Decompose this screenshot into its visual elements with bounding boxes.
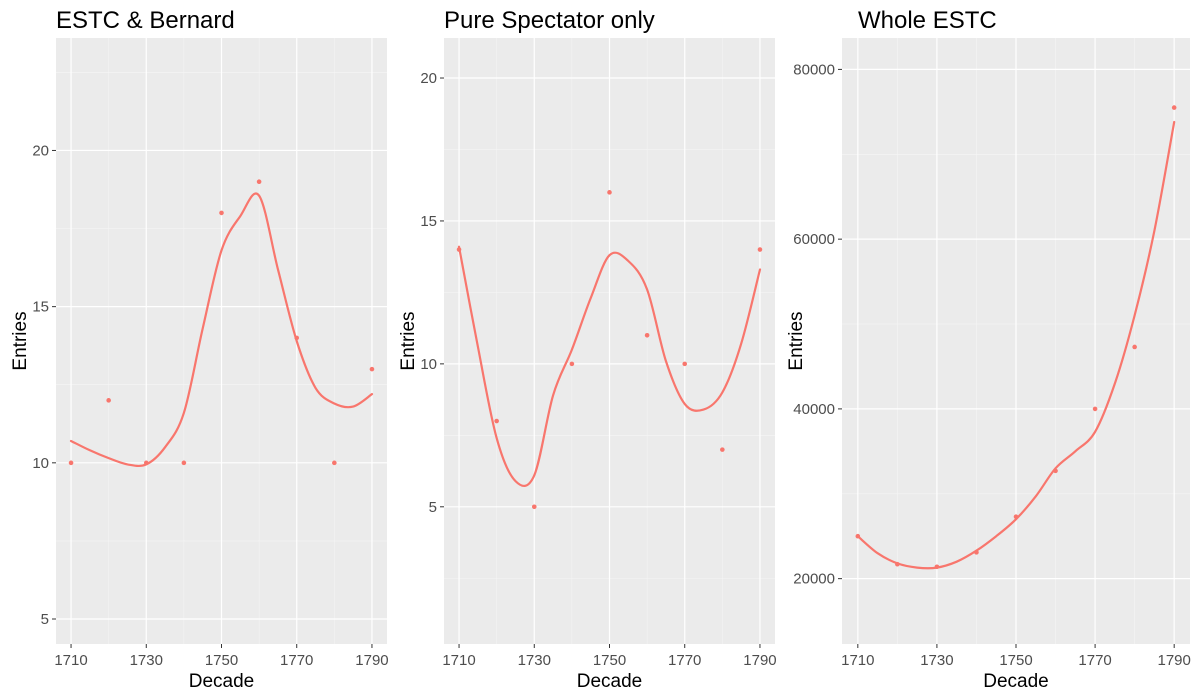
data-point — [68, 460, 74, 466]
data-point — [1132, 344, 1137, 350]
data-point — [895, 561, 900, 567]
y-tick-label: 20000 — [793, 571, 835, 588]
data-point — [757, 247, 763, 252]
y-axis-title: Entries — [786, 311, 807, 370]
data-point — [143, 460, 149, 466]
x-tick-label: 1750 — [593, 652, 626, 669]
x-tick-label: 1790 — [1157, 652, 1190, 669]
data-point — [1013, 514, 1019, 519]
x-tick-label: 1730 — [130, 652, 163, 669]
data-point — [1171, 105, 1177, 110]
x-tick-label: 1710 — [841, 652, 874, 669]
y-tick-label: 40000 — [793, 401, 835, 418]
data-point — [294, 335, 300, 341]
x-tick-label: 1770 — [280, 652, 313, 669]
data-point — [644, 332, 650, 338]
y-tick-label: 15 — [420, 213, 437, 230]
data-point — [219, 210, 224, 216]
data-point — [456, 247, 462, 252]
data-point — [682, 361, 688, 367]
data-point — [607, 190, 612, 195]
smooth-line — [69, 192, 374, 468]
smooth-line — [457, 245, 762, 487]
data-point — [106, 398, 111, 403]
y-tick-label: 20 — [32, 142, 49, 159]
y-tick-label: 5 — [41, 611, 49, 628]
chart-title: ESTC & Bernard — [56, 7, 235, 34]
data-point — [934, 564, 940, 570]
x-tick-label: 1750 — [205, 652, 238, 669]
data-point — [181, 460, 187, 466]
y-axis-title: Entries — [398, 311, 419, 370]
data-point — [1053, 468, 1058, 474]
y-tick-label: 60000 — [793, 231, 835, 248]
x-axis-title: Decade — [189, 671, 255, 692]
x-tick-label: 1770 — [1078, 652, 1111, 669]
chart-panel-1: 1710 1730 1750 1770 1790 5 10 15 20 ESTC & Bernar… — [10, 7, 389, 692]
data-point — [974, 550, 979, 555]
chart-title: Pure Spectator only — [444, 7, 655, 34]
chart-panel-3: 1710 1730 1750 1770 1790 20000 40000 60000 80000… — [786, 7, 1191, 692]
x-tick-label: 1790 — [743, 652, 776, 669]
x-axis-title: Decade — [577, 671, 643, 692]
y-tick-label: 20 — [420, 70, 437, 87]
data-point — [720, 447, 725, 452]
data-point — [494, 418, 499, 424]
y-tick-label: 10 — [420, 356, 437, 373]
y-tick-label: 80000 — [793, 61, 835, 78]
data-point — [855, 533, 861, 539]
data-point — [369, 366, 375, 372]
y-tick-label: 10 — [32, 455, 49, 472]
x-tick-label: 1770 — [668, 652, 701, 669]
x-tick-label: 1790 — [355, 652, 388, 669]
y-tick-label: 15 — [32, 299, 49, 316]
data-point — [1092, 406, 1098, 412]
data-point — [569, 361, 575, 367]
chart-title: Whole ESTC — [858, 7, 997, 34]
x-tick-label: 1710 — [54, 652, 87, 669]
smooth-line — [856, 120, 1176, 570]
data-point — [531, 504, 537, 510]
data-point — [332, 460, 337, 466]
x-tick-label: 1730 — [920, 652, 953, 669]
chart-panel-2: 1710 1730 1750 1770 1790 5 10 15 20 Pure Spectato… — [398, 7, 777, 692]
x-tick-label: 1750 — [999, 652, 1032, 669]
x-axis-title: Decade — [983, 671, 1049, 692]
x-tick-label: 1730 — [518, 652, 551, 669]
x-tick-label: 1710 — [442, 652, 475, 669]
y-tick-label: 5 — [429, 499, 437, 516]
y-axis-title: Entries — [10, 311, 31, 370]
data-point — [256, 179, 262, 184]
